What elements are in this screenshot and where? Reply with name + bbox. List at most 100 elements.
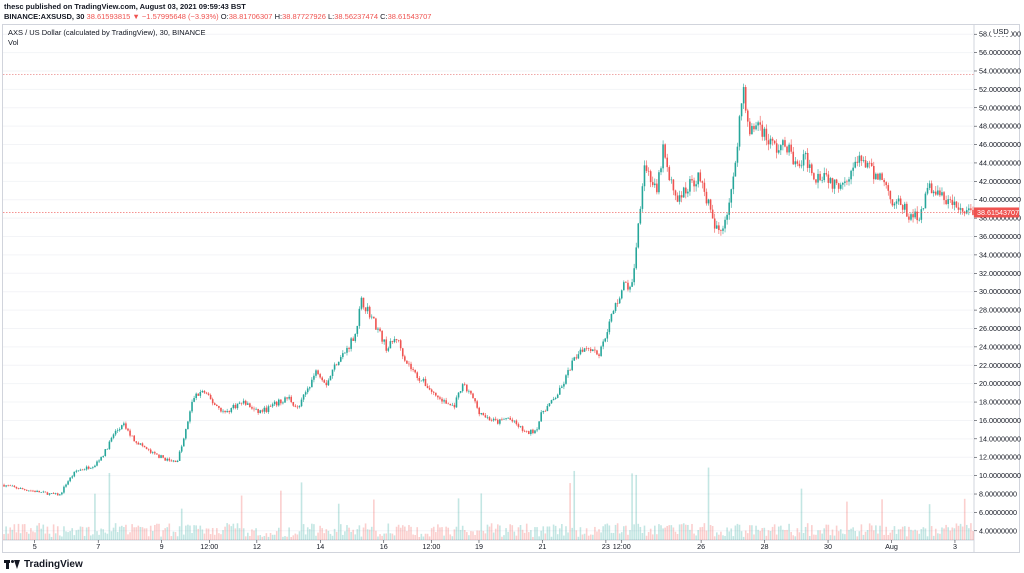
candle-body: [827, 174, 830, 183]
volume-bar: [623, 526, 625, 540]
candle-body: [253, 408, 255, 410]
volume-bar: [288, 527, 290, 540]
volume-bar: [782, 529, 784, 540]
volume-bar: [470, 531, 472, 540]
legend-volume: Vol: [8, 38, 19, 47]
candle-body: [842, 182, 844, 185]
volume-bar: [463, 530, 466, 540]
volume-bar: [19, 533, 22, 540]
y-tick-label: 34.00000000: [979, 250, 1021, 259]
volume-bar: [224, 526, 226, 540]
candle-body: [366, 306, 369, 312]
candle-body: [494, 418, 497, 420]
candle-body: [298, 406, 301, 408]
volume-bar: [864, 531, 867, 540]
volume-bar: [959, 523, 962, 540]
candle-body: [561, 386, 563, 388]
volume-bar: [461, 525, 464, 540]
volume-bar: [476, 530, 478, 540]
candle-body: [515, 420, 518, 425]
candle-body: [100, 456, 102, 461]
volume-bar: [59, 535, 61, 540]
volume-bar: [813, 534, 815, 540]
y-tick-label: 32.00000000: [979, 269, 1021, 278]
candle-body: [734, 162, 737, 177]
volume-bar: [656, 534, 658, 540]
last-price: 38.61593815: [86, 12, 131, 21]
volume-bar: [955, 523, 958, 540]
volume-bar: [166, 527, 169, 540]
volume-bar: [707, 467, 710, 540]
candle-body: [488, 417, 491, 421]
chart-frame[interactable]: [2, 24, 1020, 553]
candle-body: [461, 384, 464, 392]
volume-bar: [705, 530, 708, 540]
volume-bar: [222, 530, 224, 540]
candle-body: [798, 163, 801, 167]
volume-bar: [906, 536, 908, 540]
volume-bar: [230, 526, 233, 540]
candle-body: [282, 402, 284, 404]
volume-bar: [428, 536, 431, 540]
volume-bar: [614, 524, 617, 540]
volume-bar: [32, 531, 34, 540]
volume-bar: [749, 525, 751, 540]
close-value: 38.61543707: [387, 12, 432, 21]
volume-bar: [280, 490, 282, 540]
candle-body: [389, 341, 392, 349]
volume-bar: [850, 528, 852, 540]
volume-bar: [11, 529, 14, 540]
volume-bar: [373, 499, 375, 540]
volume-bar: [771, 526, 774, 540]
volume-bar: [503, 535, 505, 540]
candle-body: [176, 460, 179, 462]
candle-body: [377, 328, 379, 330]
candle-body: [682, 187, 685, 198]
candle-body: [711, 209, 714, 219]
candle-body: [218, 406, 220, 408]
candle-body: [819, 173, 821, 181]
volume-bar: [873, 530, 875, 540]
candle-body: [744, 87, 747, 111]
candle-body: [939, 190, 941, 196]
candle-body: [767, 140, 770, 145]
volume-bar: [839, 529, 842, 540]
volume-bar: [647, 532, 650, 540]
volume-bar: [238, 528, 241, 540]
x-tick-label: 5: [33, 542, 37, 551]
candle-body: [831, 178, 834, 189]
candle-body: [213, 403, 216, 405]
candle-body: [670, 179, 673, 181]
volume-bar: [375, 530, 377, 540]
volume-bar: [891, 529, 894, 540]
brand-name: TradingView: [24, 558, 83, 570]
volume-bar: [658, 524, 660, 540]
volume-bar: [726, 527, 728, 540]
candle-body: [370, 316, 373, 318]
x-tick-label: 28: [761, 542, 769, 551]
volume-bar: [596, 531, 598, 540]
volume-bar: [306, 527, 309, 540]
candle-body: [75, 470, 78, 472]
volume-bar: [740, 531, 743, 540]
volume-bar: [457, 498, 460, 540]
volume-bar: [670, 525, 673, 540]
candle-body: [133, 435, 135, 442]
candle-body: [790, 144, 792, 152]
candle-body: [910, 214, 912, 220]
volume-bar: [445, 526, 447, 540]
candle-body: [513, 420, 516, 422]
volume-bar: [625, 525, 627, 540]
volume-bar: [697, 530, 699, 540]
y-tick-label: 44.00000000: [979, 158, 1021, 167]
y-tick-label: 24.00000000: [979, 342, 1021, 351]
candle-body: [862, 160, 865, 161]
volume-bar: [507, 531, 509, 540]
volume-bar: [784, 530, 786, 540]
volume-bar: [127, 534, 129, 540]
candle-body: [808, 164, 811, 168]
candle-body: [185, 429, 187, 439]
volume-bar: [687, 524, 689, 540]
candle-body: [451, 404, 454, 406]
